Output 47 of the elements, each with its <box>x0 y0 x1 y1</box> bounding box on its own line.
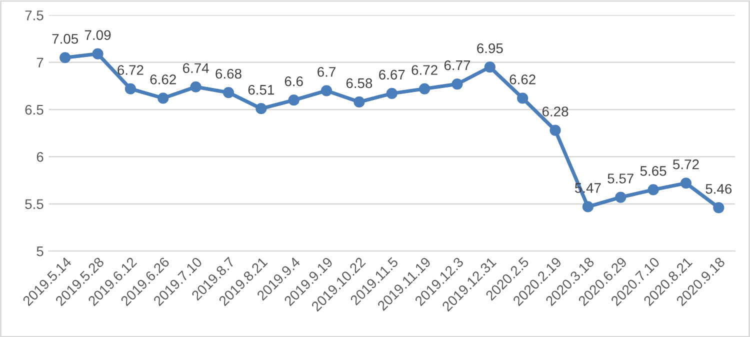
point <box>386 88 398 100</box>
point <box>452 78 463 90</box>
point <box>419 83 430 94</box>
data-label: 6.62 <box>510 74 536 84</box>
data-label: 5.72 <box>673 159 699 170</box>
data-label: 6.72 <box>118 65 144 75</box>
point <box>615 192 626 203</box>
point <box>60 52 71 64</box>
point <box>288 94 300 106</box>
y-tick-label: 5 <box>36 246 44 256</box>
data-label: 7.09 <box>84 30 111 40</box>
data-label: 6.51 <box>248 84 274 95</box>
y-tick-label: 5.5 <box>25 199 44 210</box>
data-label: 6.7 <box>318 66 336 77</box>
point <box>550 124 561 136</box>
data-label: 6.6 <box>284 76 303 86</box>
point <box>582 201 594 212</box>
data-label: 6.67 <box>379 70 405 80</box>
data-label: 6.77 <box>444 60 470 70</box>
data-label: 6.68 <box>216 68 242 79</box>
data-label: 5.46 <box>706 184 732 194</box>
point <box>484 62 496 73</box>
y-tick-label: 7 <box>36 58 44 68</box>
point <box>222 86 234 98</box>
y-tick-label: 6 <box>36 152 44 162</box>
y-tick-label: 7.5 <box>25 10 44 20</box>
data-label: 5.65 <box>640 166 666 176</box>
data-label: 6.72 <box>412 65 438 75</box>
point <box>190 81 202 92</box>
data-label: 5.57 <box>608 174 634 184</box>
data-label: 6.28 <box>542 106 568 116</box>
y-tick-label: 6.5 <box>25 104 44 115</box>
point <box>320 85 332 96</box>
point <box>680 178 692 189</box>
point <box>124 83 136 94</box>
data-label: 6.95 <box>477 43 503 54</box>
point <box>713 202 724 214</box>
point <box>517 92 528 104</box>
data-label: 6.74 <box>182 63 209 74</box>
point <box>648 184 659 196</box>
point <box>256 103 267 114</box>
data-label: 6.58 <box>346 78 372 88</box>
point <box>158 92 169 104</box>
point <box>354 96 365 108</box>
data-label: 6.62 <box>150 74 176 84</box>
data-label: 7.05 <box>52 34 78 44</box>
point <box>92 48 104 60</box>
